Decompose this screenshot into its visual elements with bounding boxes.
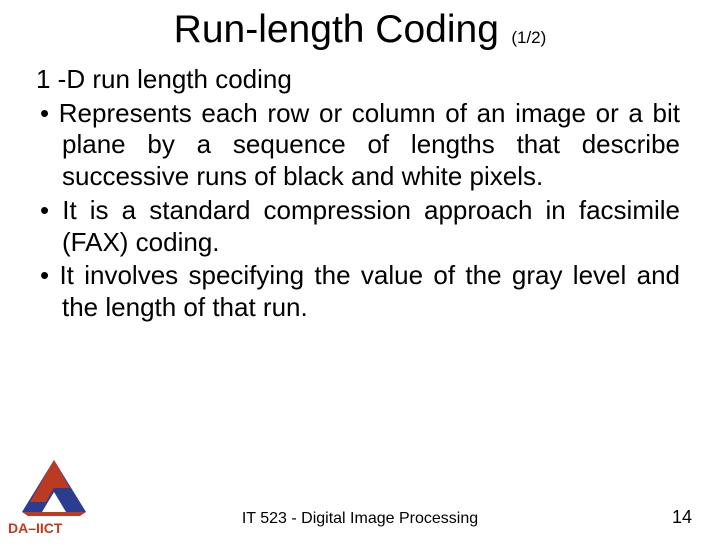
title-line: Run-length Coding (1/2)	[0, 8, 720, 52]
page-indicator: (1/2)	[511, 28, 546, 47]
slide-footer: IT 523 - Digital Image Processing 14	[0, 510, 720, 528]
subtitle: 1 -D run length coding	[36, 64, 680, 96]
footer-text: IT 523 - Digital Image Processing	[0, 510, 720, 528]
slide: Run-length Coding (1/2) 1 -D run length …	[0, 8, 720, 548]
slide-title: Run-length Coding	[174, 8, 499, 51]
list-item: It involves specifying the value of the …	[40, 260, 680, 323]
slide-body: 1 -D run length coding Represents each r…	[0, 52, 720, 324]
bullet-list: Represents each row or column of an imag…	[36, 98, 680, 324]
list-item: Represents each row or column of an imag…	[40, 98, 680, 193]
page-number: 14	[672, 507, 692, 528]
triangle-icon	[18, 458, 90, 516]
list-item: It is a standard compression approach in…	[40, 195, 680, 258]
